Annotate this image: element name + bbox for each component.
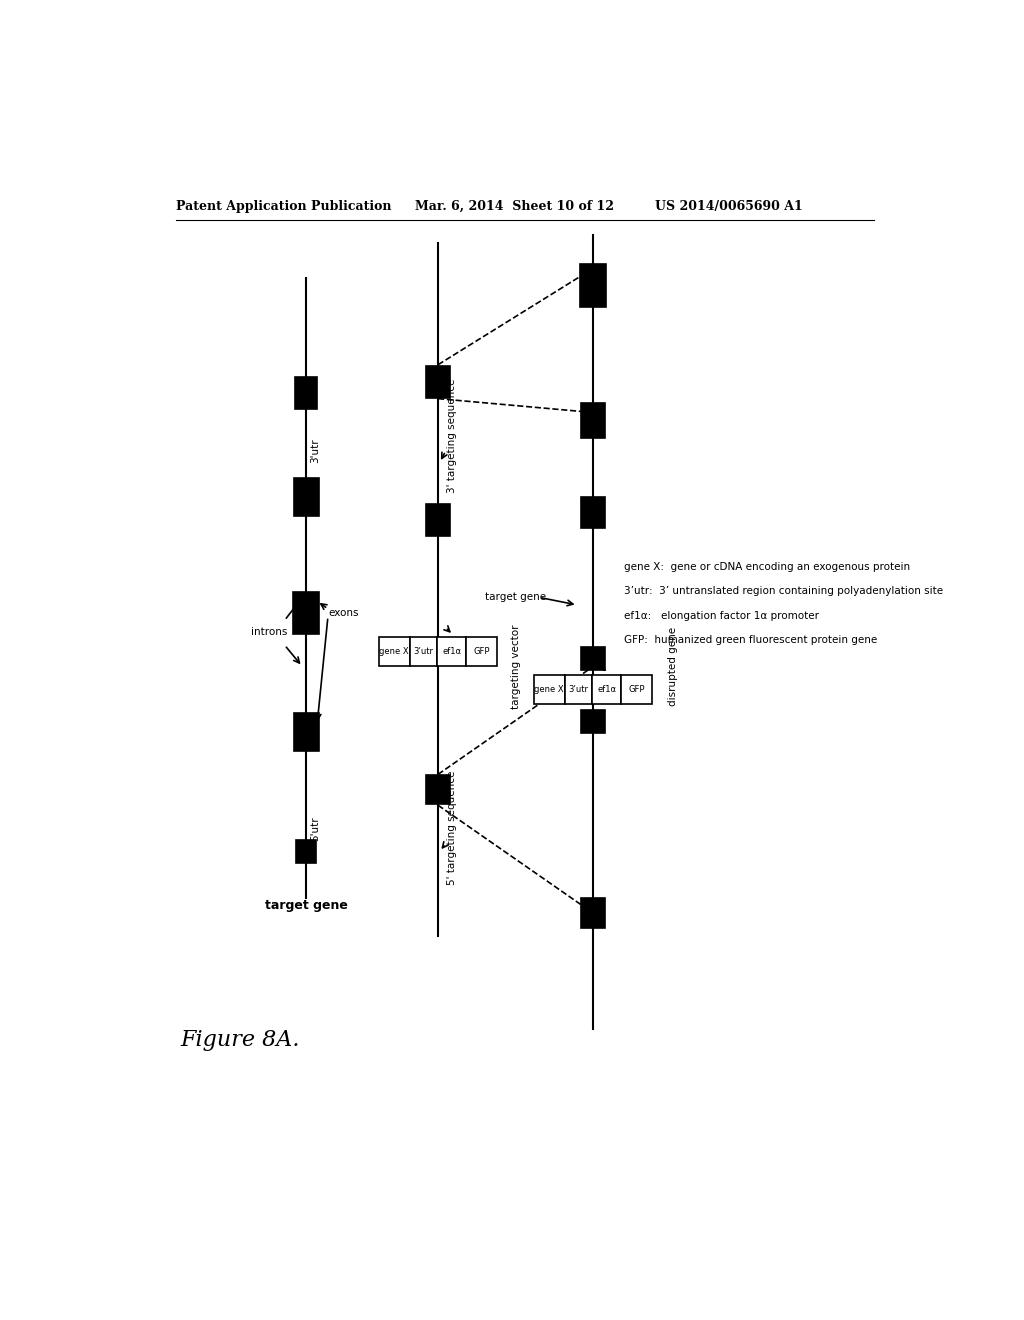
Text: ef1α:   elongation factor 1α promoter: ef1α: elongation factor 1α promoter: [624, 611, 819, 620]
Text: GFP: GFP: [473, 647, 490, 656]
Bar: [564, 675, 592, 705]
Bar: [294, 713, 318, 751]
Text: 3’utr: 3’utr: [568, 685, 588, 694]
Text: target gene: target gene: [265, 899, 348, 912]
Text: 3' targeting sequence: 3' targeting sequence: [447, 379, 458, 492]
Text: exons: exons: [329, 607, 358, 618]
Text: gene X: gene X: [380, 647, 409, 656]
Bar: [580, 264, 606, 306]
Text: gene X: gene X: [535, 685, 564, 694]
Bar: [426, 504, 451, 536]
Text: disrupted gene: disrupted gene: [668, 627, 678, 706]
Text: Mar. 6, 2014  Sheet 10 of 12: Mar. 6, 2014 Sheet 10 of 12: [415, 199, 613, 213]
Bar: [296, 840, 316, 863]
Bar: [410, 636, 437, 665]
Text: US 2014/0065690 A1: US 2014/0065690 A1: [655, 199, 803, 213]
Text: 3’utr: 3’utr: [414, 647, 433, 656]
Bar: [592, 675, 622, 705]
Text: GFP: GFP: [629, 685, 645, 694]
Text: 5' targeting sequence: 5' targeting sequence: [447, 771, 458, 886]
Text: introns: introns: [251, 627, 288, 638]
Bar: [426, 366, 450, 397]
Bar: [581, 403, 605, 437]
Text: Figure 8A.: Figure 8A.: [180, 1030, 300, 1051]
Bar: [295, 378, 317, 409]
Bar: [293, 591, 319, 634]
Bar: [437, 636, 466, 665]
Text: 3'utr: 3'utr: [310, 438, 321, 463]
Bar: [379, 636, 410, 665]
Text: 5'utr: 5'utr: [310, 816, 321, 841]
Text: ef1α: ef1α: [597, 685, 616, 694]
Bar: [294, 478, 318, 516]
Bar: [582, 647, 604, 669]
Bar: [622, 675, 652, 705]
Text: target gene: target gene: [485, 593, 546, 602]
Bar: [582, 498, 604, 528]
Bar: [466, 636, 498, 665]
Text: 3’utr:  3’ untranslated region containing polyadenylation site: 3’utr: 3’ untranslated region containing…: [624, 586, 943, 597]
Bar: [426, 775, 450, 804]
Text: gene X:  gene or cDNA encoding an exogenous protein: gene X: gene or cDNA encoding an exogeno…: [624, 561, 910, 572]
Bar: [534, 675, 564, 705]
Bar: [582, 710, 604, 733]
Text: ef1α: ef1α: [442, 647, 461, 656]
Bar: [582, 899, 604, 928]
Text: targeting vector: targeting vector: [511, 624, 521, 709]
Text: Patent Application Publication: Patent Application Publication: [176, 199, 391, 213]
Text: GFP:  humanized green fluorescent protein gene: GFP: humanized green fluorescent protein…: [624, 635, 878, 645]
